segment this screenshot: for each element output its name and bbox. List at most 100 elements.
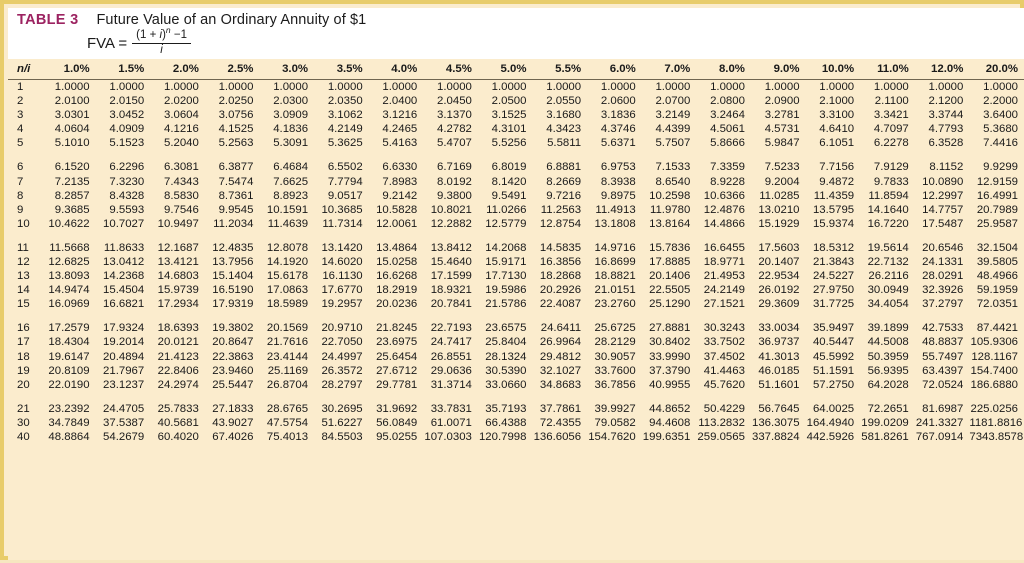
table-cell: 34.7849 [48, 416, 90, 429]
table-cell: 14.7757 [922, 203, 964, 216]
table-cell: 22.7050 [321, 336, 363, 349]
table-cell: 23.1237 [103, 378, 145, 391]
table-cell: 5.6371 [600, 137, 636, 150]
table-cell: 7.8983 [382, 175, 418, 188]
table-cell: 26.3572 [321, 364, 363, 377]
table-cell: 48.8837 [922, 336, 964, 349]
table-cell: 3.1216 [382, 109, 418, 122]
table-cell: 20.2926 [539, 284, 582, 297]
table-cell: 2.0500 [491, 95, 527, 108]
table-cell: 50.3959 [867, 350, 909, 363]
table-cell: 5.3680 [983, 123, 1018, 136]
table-cell: 8.0192 [437, 175, 472, 188]
table-cell: 19.5614 [867, 241, 909, 254]
table-cell: 3.3421 [873, 109, 909, 122]
table-cell: 18.5312 [812, 241, 855, 254]
table-cell: 2.0100 [54, 95, 90, 108]
row-period-label: 14 [17, 284, 30, 297]
table-cell: 39.1899 [867, 322, 909, 335]
table-cell: 4.5731 [764, 123, 800, 136]
table-cell: 2.0450 [437, 95, 472, 108]
table-cell: 56.7645 [758, 402, 800, 415]
table-cell: 34.8683 [539, 378, 582, 391]
table-cell: 3.0301 [54, 109, 90, 122]
table-cell: 9.5593 [109, 203, 145, 216]
table-cell: 1.0000 [928, 81, 964, 94]
table-cell: 18.2919 [376, 284, 418, 297]
table-cell: 21.4123 [157, 350, 199, 363]
table-cell: 2.1200 [928, 95, 964, 108]
table-cell: 8.2669 [546, 175, 582, 188]
table-cell: 7.2135 [54, 175, 90, 188]
column-header-rate: 4.0% [368, 59, 424, 80]
table-cell: 72.0351 [976, 298, 1018, 311]
table-cell: 29.7781 [376, 378, 418, 391]
table-cell: 4.1836 [273, 123, 309, 136]
table-cell: 2.0900 [764, 95, 800, 108]
row-period-label: 15 [17, 298, 30, 311]
table-cell: 14.9716 [594, 241, 636, 254]
table-cell: 27.8881 [649, 322, 691, 335]
table-cell: 37.2797 [922, 298, 964, 311]
table-cell: 199.6351 [642, 430, 691, 443]
table-cell: 1.0000 [873, 81, 909, 94]
table-cell: 136.6056 [533, 430, 582, 443]
table-cell: 59.1959 [976, 284, 1018, 297]
table-cell: 1.0000 [437, 81, 472, 94]
table-cell: 26.0192 [758, 284, 800, 297]
table-cell: 16.8699 [594, 255, 636, 268]
table-cell: 7.5474 [218, 175, 254, 188]
table-cell: 35.7193 [485, 402, 527, 415]
table-cell: 20.0121 [157, 336, 199, 349]
table-cell: 1.0000 [382, 81, 418, 94]
table-cell: 31.7725 [812, 298, 855, 311]
table-cell: 8.4328 [109, 189, 145, 202]
table-cell: 40.5447 [812, 336, 855, 349]
table-cell: 10.2598 [649, 189, 691, 202]
row-period-label: 13 [17, 270, 30, 283]
table-cell: 5.1523 [109, 137, 145, 150]
table-cell: 1.0000 [710, 81, 745, 94]
table-cell: 3.0452 [109, 109, 145, 122]
table-cell: 15.4640 [430, 255, 472, 268]
table-cell: 24.4705 [103, 402, 145, 415]
row-period-label: 12 [17, 255, 30, 268]
table-cell: 15.1929 [758, 217, 800, 230]
table-row: 17 18.4304 19.2014 20.0121 20.8647 21.7616 22.… [8, 335, 1024, 349]
table-cell: 11.0285 [759, 189, 800, 202]
table-cell: 1.0000 [983, 81, 1018, 94]
table-cell: 11.8633 [103, 241, 145, 254]
title-row: TABLE 3 Future Value of an Ordinary Annu… [17, 12, 366, 28]
table-cell: 56.0849 [376, 416, 418, 429]
table-cell: 1.0000 [655, 81, 691, 94]
table-cell: 45.7620 [703, 378, 745, 391]
table-cell: 7.5233 [764, 161, 800, 174]
table-cell: 20.1407 [758, 255, 800, 268]
table-cell: 23.4144 [266, 350, 309, 363]
table-cell: 7.6625 [273, 175, 309, 188]
table-row: 7 7.2135 7.3230 7.4343 7.5474 7.6625 7.7794 7.8… [8, 175, 1024, 189]
table-cell: 64.0025 [812, 402, 855, 415]
table-cell: 9.8975 [600, 189, 636, 202]
table-row: 3 3.0301 3.0452 3.0604 3.0756 3.0909 3.1062 3.1… [8, 108, 1024, 122]
table-cell: 25.9587 [976, 217, 1018, 230]
table-cell: 16.5190 [212, 284, 254, 297]
table-cell: 225.0256 [970, 402, 1018, 415]
table-cell: 20.9710 [321, 322, 363, 335]
table-cell: 51.1591 [812, 364, 855, 377]
table-cell: 32.3926 [922, 284, 964, 297]
table-cell: 3.2781 [764, 109, 800, 122]
table-cell: 5.4163 [382, 137, 418, 150]
table-cell: 15.9739 [157, 284, 199, 297]
table-cell: 64.2028 [867, 378, 909, 391]
table-cell: 17.8885 [649, 255, 691, 268]
table-cell: 6.3081 [163, 161, 199, 174]
table-cell: 20.7989 [976, 203, 1018, 216]
table-title: Future Value of an Ordinary Annuity of $… [96, 12, 367, 28]
table-cell: 4.4399 [655, 123, 691, 136]
table-cell: 4.5061 [710, 123, 745, 136]
table-cell: 4.3746 [600, 123, 636, 136]
table-cell: 9.7216 [546, 189, 582, 202]
row-period-label: 17 [17, 336, 30, 349]
column-header-rate: 2.5% [204, 59, 260, 80]
